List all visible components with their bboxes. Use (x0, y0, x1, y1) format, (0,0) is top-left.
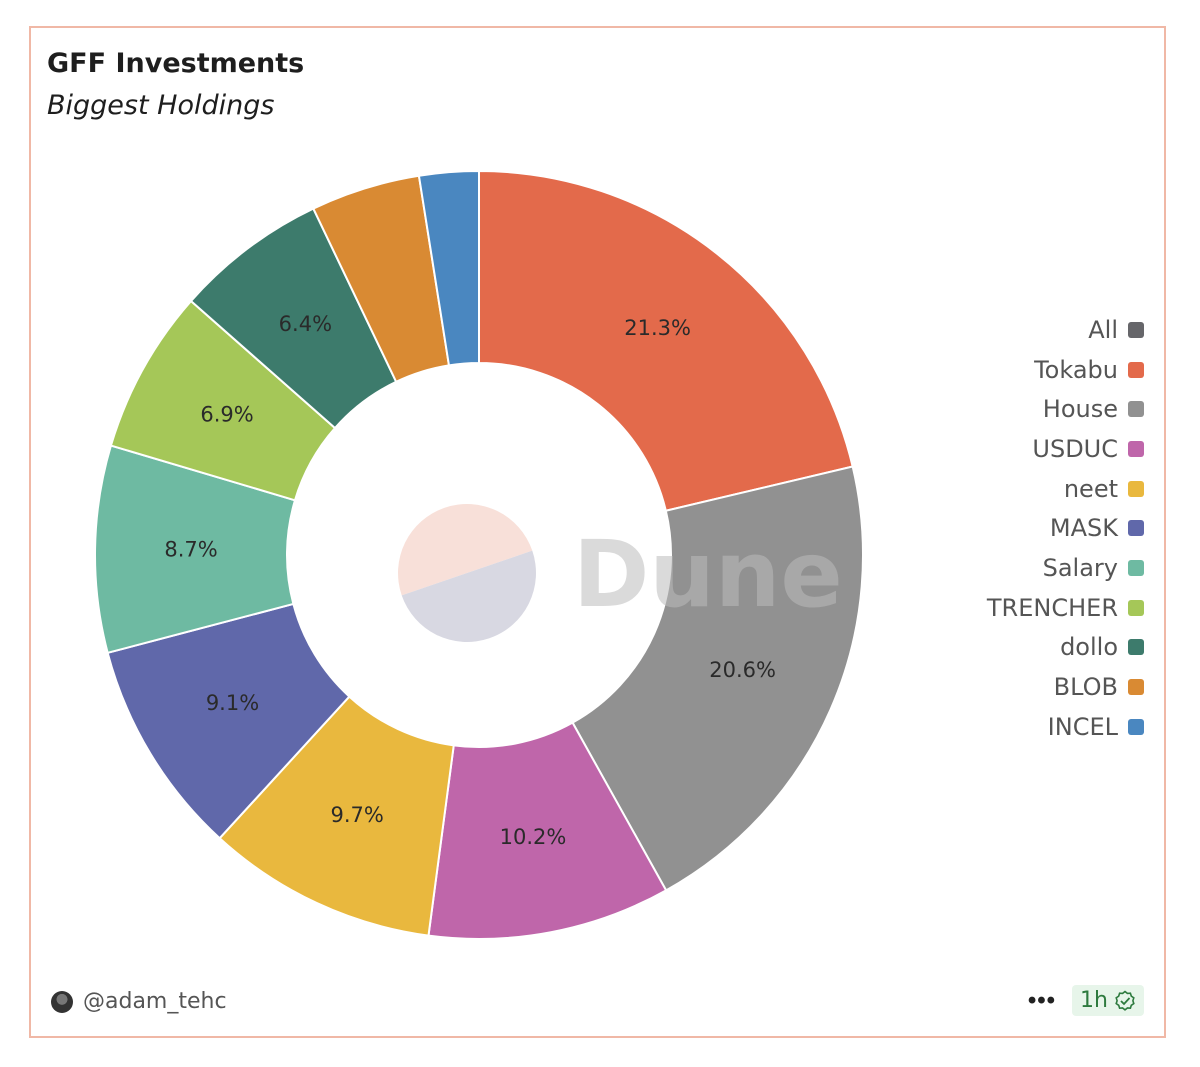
legend-swatch (1128, 401, 1144, 418)
chart-card: GFF Investments Biggest Holdings 21.3% 20… (29, 26, 1166, 1038)
legend-swatch (1128, 718, 1144, 735)
avatar (51, 990, 73, 1013)
watermark-text: Dune (573, 521, 843, 628)
slice-incel[interactable] (417, 169, 480, 367)
legend-item-trencher[interactable]: TRENCHER (987, 588, 1144, 628)
legend-label: TRENCHER (986, 593, 1118, 622)
legend-label: BLOB (1053, 673, 1118, 702)
verified-check-icon (1115, 989, 1135, 1011)
slice-label-usduc: 10.2% (500, 825, 567, 849)
slice-label-neet: 9.7% (331, 803, 384, 827)
legend-item-all[interactable]: All (1088, 310, 1144, 350)
slice-label-salary: 8.7% (164, 537, 217, 561)
slice-label-tokabu: 21.3% (624, 316, 691, 340)
legend-label: Salary (1042, 553, 1118, 582)
legend-label: neet (1063, 474, 1118, 503)
dune-logo-watermark: Dune (398, 504, 843, 642)
legend-label: Tokabu (1034, 355, 1118, 384)
donut-chart: 21.3% 20.6% 10.2% 9.7% 9.1% 8.7% 6.9% 6.4% Dune (94, 169, 864, 940)
legend-item-blob[interactable]: BLOB (1054, 667, 1144, 707)
legend-label: MASK (1049, 514, 1118, 543)
legend-item-dollo[interactable]: dollo (1060, 628, 1144, 668)
legend-item-salary[interactable]: Salary (1043, 548, 1144, 588)
slice-usduc[interactable] (427, 721, 668, 940)
legend-swatch (1128, 599, 1144, 616)
slice-label-trencher: 6.9% (200, 402, 253, 426)
legend-label: USDUC (1032, 434, 1118, 463)
legend-item-usduc[interactable]: USDUC (1032, 429, 1144, 469)
legend-swatch (1128, 361, 1144, 378)
legend-item-incel[interactable]: INCEL (1048, 707, 1144, 747)
legend-swatch (1128, 321, 1144, 338)
legend-swatch (1128, 559, 1144, 576)
more-options-button[interactable]: ••• (1027, 986, 1057, 1014)
legend-swatch (1128, 679, 1144, 696)
slice-label-house: 20.6% (709, 658, 776, 682)
refresh-age: 1h (1080, 988, 1108, 1013)
footer-actions: ••• 1h (1028, 985, 1144, 1016)
legend-swatch (1128, 440, 1144, 457)
legend-label: All (1088, 315, 1118, 344)
legend-swatch (1128, 639, 1144, 656)
chart-title: GFF Investments (47, 48, 305, 79)
refresh-status-badge[interactable]: 1h (1072, 985, 1144, 1016)
legend-item-house[interactable]: House (1043, 389, 1144, 429)
slice-tokabu[interactable] (478, 169, 854, 512)
legend-item-mask[interactable]: MASK (1050, 508, 1144, 548)
legend-item-neet[interactable]: neet (1064, 469, 1144, 509)
legend-swatch (1128, 520, 1144, 537)
legend-label: House (1042, 395, 1118, 424)
slice-label-mask: 9.1% (206, 691, 259, 715)
legend-label: dollo (1060, 633, 1118, 662)
chart-legend: All Tokabu House USDUC neet MASK Salary TRENCHE… (987, 310, 1144, 747)
chart-subtitle: Biggest Holdings (47, 90, 275, 121)
legend-item-tokabu[interactable]: Tokabu (1034, 350, 1144, 390)
slice-house[interactable] (571, 465, 864, 892)
legend-swatch (1128, 480, 1144, 497)
legend-label: INCEL (1047, 712, 1118, 741)
slice-label-dollo: 6.4% (279, 312, 332, 336)
author-username: @adam_tehc (83, 989, 227, 1014)
author[interactable]: @adam_tehc (51, 989, 227, 1014)
